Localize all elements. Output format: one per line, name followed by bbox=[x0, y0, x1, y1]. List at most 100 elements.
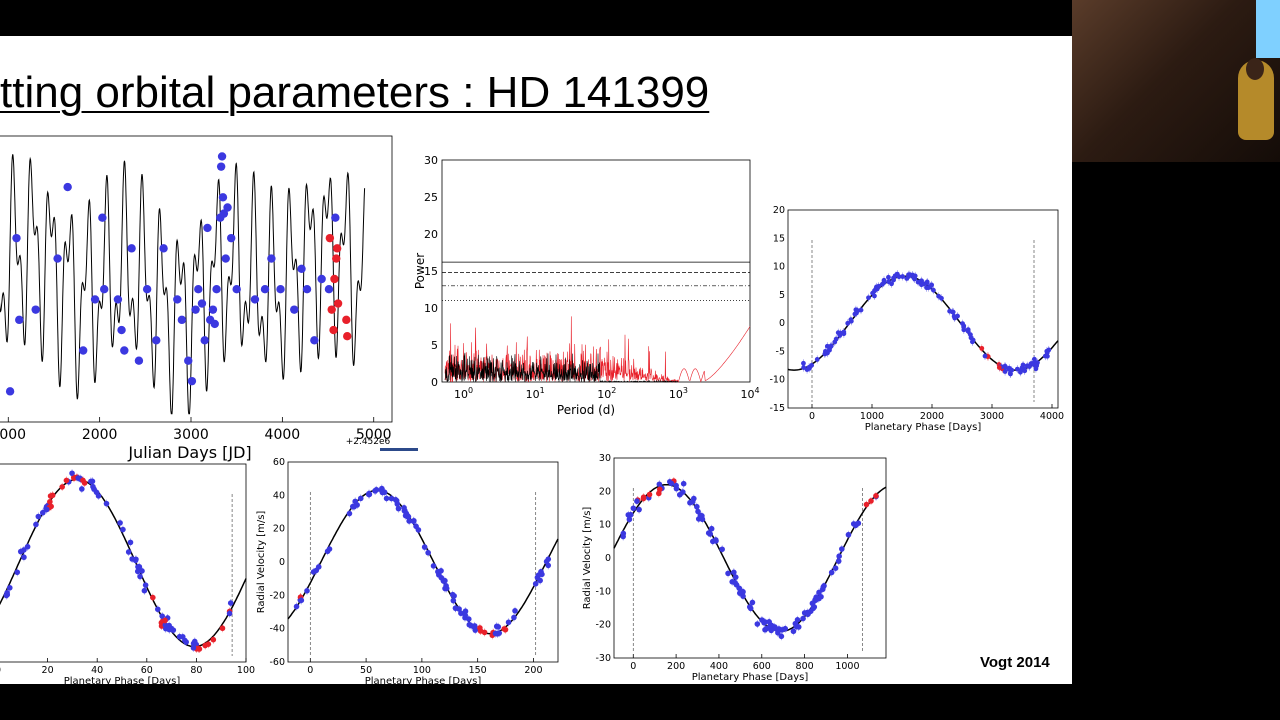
timeseries-point-blue bbox=[63, 182, 72, 192]
x-tick-label: 2000 bbox=[920, 411, 944, 422]
data-point-blue bbox=[904, 276, 910, 281]
x-tick-label: 20 bbox=[42, 665, 54, 676]
timeseries-point-red bbox=[333, 299, 343, 308]
data-point-blue bbox=[773, 626, 779, 632]
data-point-blue bbox=[395, 505, 402, 512]
x-tick-label: 200 bbox=[524, 665, 542, 676]
timeseries-point-blue bbox=[310, 336, 319, 345]
data-point-blue bbox=[179, 633, 186, 640]
data-point-blue bbox=[383, 495, 390, 502]
data-point-blue bbox=[855, 308, 861, 314]
y-tick-label: 30 bbox=[599, 453, 611, 464]
y-tick-label: -5 bbox=[776, 346, 785, 357]
timeseries-point-blue bbox=[217, 152, 227, 161]
y-tick-label: 15 bbox=[424, 265, 438, 278]
data-point-red bbox=[195, 645, 202, 652]
y-tick-label: -30 bbox=[595, 653, 611, 664]
data-point-blue bbox=[926, 285, 931, 291]
data-point-blue bbox=[35, 513, 42, 520]
timeseries-point-red bbox=[329, 325, 338, 335]
data-point-blue bbox=[790, 628, 797, 635]
data-point-red bbox=[150, 594, 156, 601]
slide-title: tting orbital parameters : HD 141399 bbox=[0, 68, 710, 117]
data-point-blue bbox=[906, 272, 911, 278]
y-tick-label: 5 bbox=[431, 339, 438, 352]
data-point-blue bbox=[226, 610, 233, 617]
data-point-blue bbox=[814, 357, 820, 362]
timeseries-point-blue bbox=[290, 305, 299, 314]
data-point-blue bbox=[425, 549, 431, 556]
timeseries-point-blue bbox=[324, 285, 334, 294]
y-tick-label: -40 bbox=[269, 624, 285, 635]
data-point-blue bbox=[129, 556, 135, 562]
data-point-blue bbox=[505, 619, 512, 626]
data-point-blue bbox=[141, 587, 148, 594]
data-point-blue bbox=[142, 582, 149, 588]
y-tick-label: 10 bbox=[599, 520, 611, 531]
x-tick-label: 0 bbox=[630, 661, 636, 672]
timeseries-point-blue bbox=[221, 254, 230, 263]
data-point-blue bbox=[970, 337, 976, 343]
data-point-blue bbox=[876, 283, 882, 289]
x-tick-label: 1000 bbox=[860, 411, 884, 422]
data-point-blue bbox=[21, 554, 27, 561]
y-tick-label: 25 bbox=[424, 191, 438, 204]
data-point-blue bbox=[965, 327, 971, 333]
data-point-blue bbox=[636, 506, 642, 513]
data-point-red bbox=[47, 498, 53, 505]
data-point-red bbox=[979, 345, 985, 351]
timeseries-point-blue bbox=[152, 336, 161, 345]
data-point-red bbox=[80, 477, 86, 484]
data-point-blue bbox=[127, 539, 134, 546]
data-point-blue bbox=[911, 274, 917, 280]
data-point-blue bbox=[495, 624, 502, 630]
data-point-blue bbox=[732, 579, 738, 586]
data-point-red bbox=[868, 498, 874, 504]
data-point-blue bbox=[471, 624, 478, 631]
data-point-blue bbox=[779, 627, 785, 633]
y-tick-label: 10 bbox=[773, 262, 785, 273]
periodogram-chart: 0 5 10 15 20 25 30 100 101 102 103 104 Period (d) Pow… bbox=[413, 154, 760, 417]
data-point-blue bbox=[95, 493, 102, 499]
data-point-blue bbox=[465, 616, 472, 622]
data-point-blue bbox=[630, 505, 637, 512]
data-point-blue bbox=[694, 503, 700, 510]
y-tick-label: 30 bbox=[424, 154, 438, 167]
data-point-blue bbox=[866, 295, 871, 301]
y-tick-label: 0 bbox=[279, 557, 285, 568]
timeseries-point-blue bbox=[227, 233, 236, 243]
y-tick-label: -20 bbox=[269, 590, 285, 601]
phase-frame bbox=[0, 463, 247, 663]
data-point-blue bbox=[39, 509, 46, 516]
data-point-blue bbox=[43, 506, 50, 513]
data-point-blue bbox=[430, 563, 437, 569]
data-point-blue bbox=[401, 504, 407, 511]
data-point-blue bbox=[924, 279, 930, 285]
data-point-blue bbox=[778, 633, 785, 640]
x-tick-label: 100 bbox=[454, 386, 473, 401]
data-point-blue bbox=[1019, 365, 1025, 371]
phase-chart-top-right: 0 1000 2000 3000 4000 -15 -10 -5 0 5 10 15 20 Planeta… bbox=[769, 205, 1064, 433]
data-point-blue bbox=[421, 544, 428, 550]
data-point-blue bbox=[392, 497, 399, 503]
timeseries-chart: 1000 2000 3000 4000 5000 Julian Days [JD] +2.4… bbox=[0, 135, 393, 462]
data-point-blue bbox=[900, 274, 906, 279]
x-tick-label: 0 bbox=[0, 665, 1, 676]
phase-chart-bottom-mid: 0 50 100 150 200 -60 -40 -20 0 20 40 60 Planetary Ph… bbox=[256, 457, 559, 687]
data-point-blue bbox=[820, 584, 827, 590]
data-point-blue bbox=[982, 353, 988, 359]
y-tick-label: -20 bbox=[595, 620, 611, 631]
x-tick-label: 40 bbox=[91, 665, 103, 676]
x-tick-label: 104 bbox=[740, 386, 759, 401]
data-point-blue bbox=[183, 639, 189, 645]
x-tick-label: 0 bbox=[809, 411, 815, 422]
data-point-blue bbox=[807, 608, 814, 615]
data-point-blue bbox=[1044, 350, 1050, 355]
data-point-blue bbox=[839, 546, 845, 552]
data-point-blue bbox=[699, 513, 705, 519]
timeseries-point-blue bbox=[223, 203, 232, 212]
timeseries-point-blue bbox=[134, 356, 144, 365]
x-tick-label: 800 bbox=[796, 661, 814, 672]
data-point-blue bbox=[512, 608, 518, 614]
data-point-red bbox=[640, 494, 647, 501]
